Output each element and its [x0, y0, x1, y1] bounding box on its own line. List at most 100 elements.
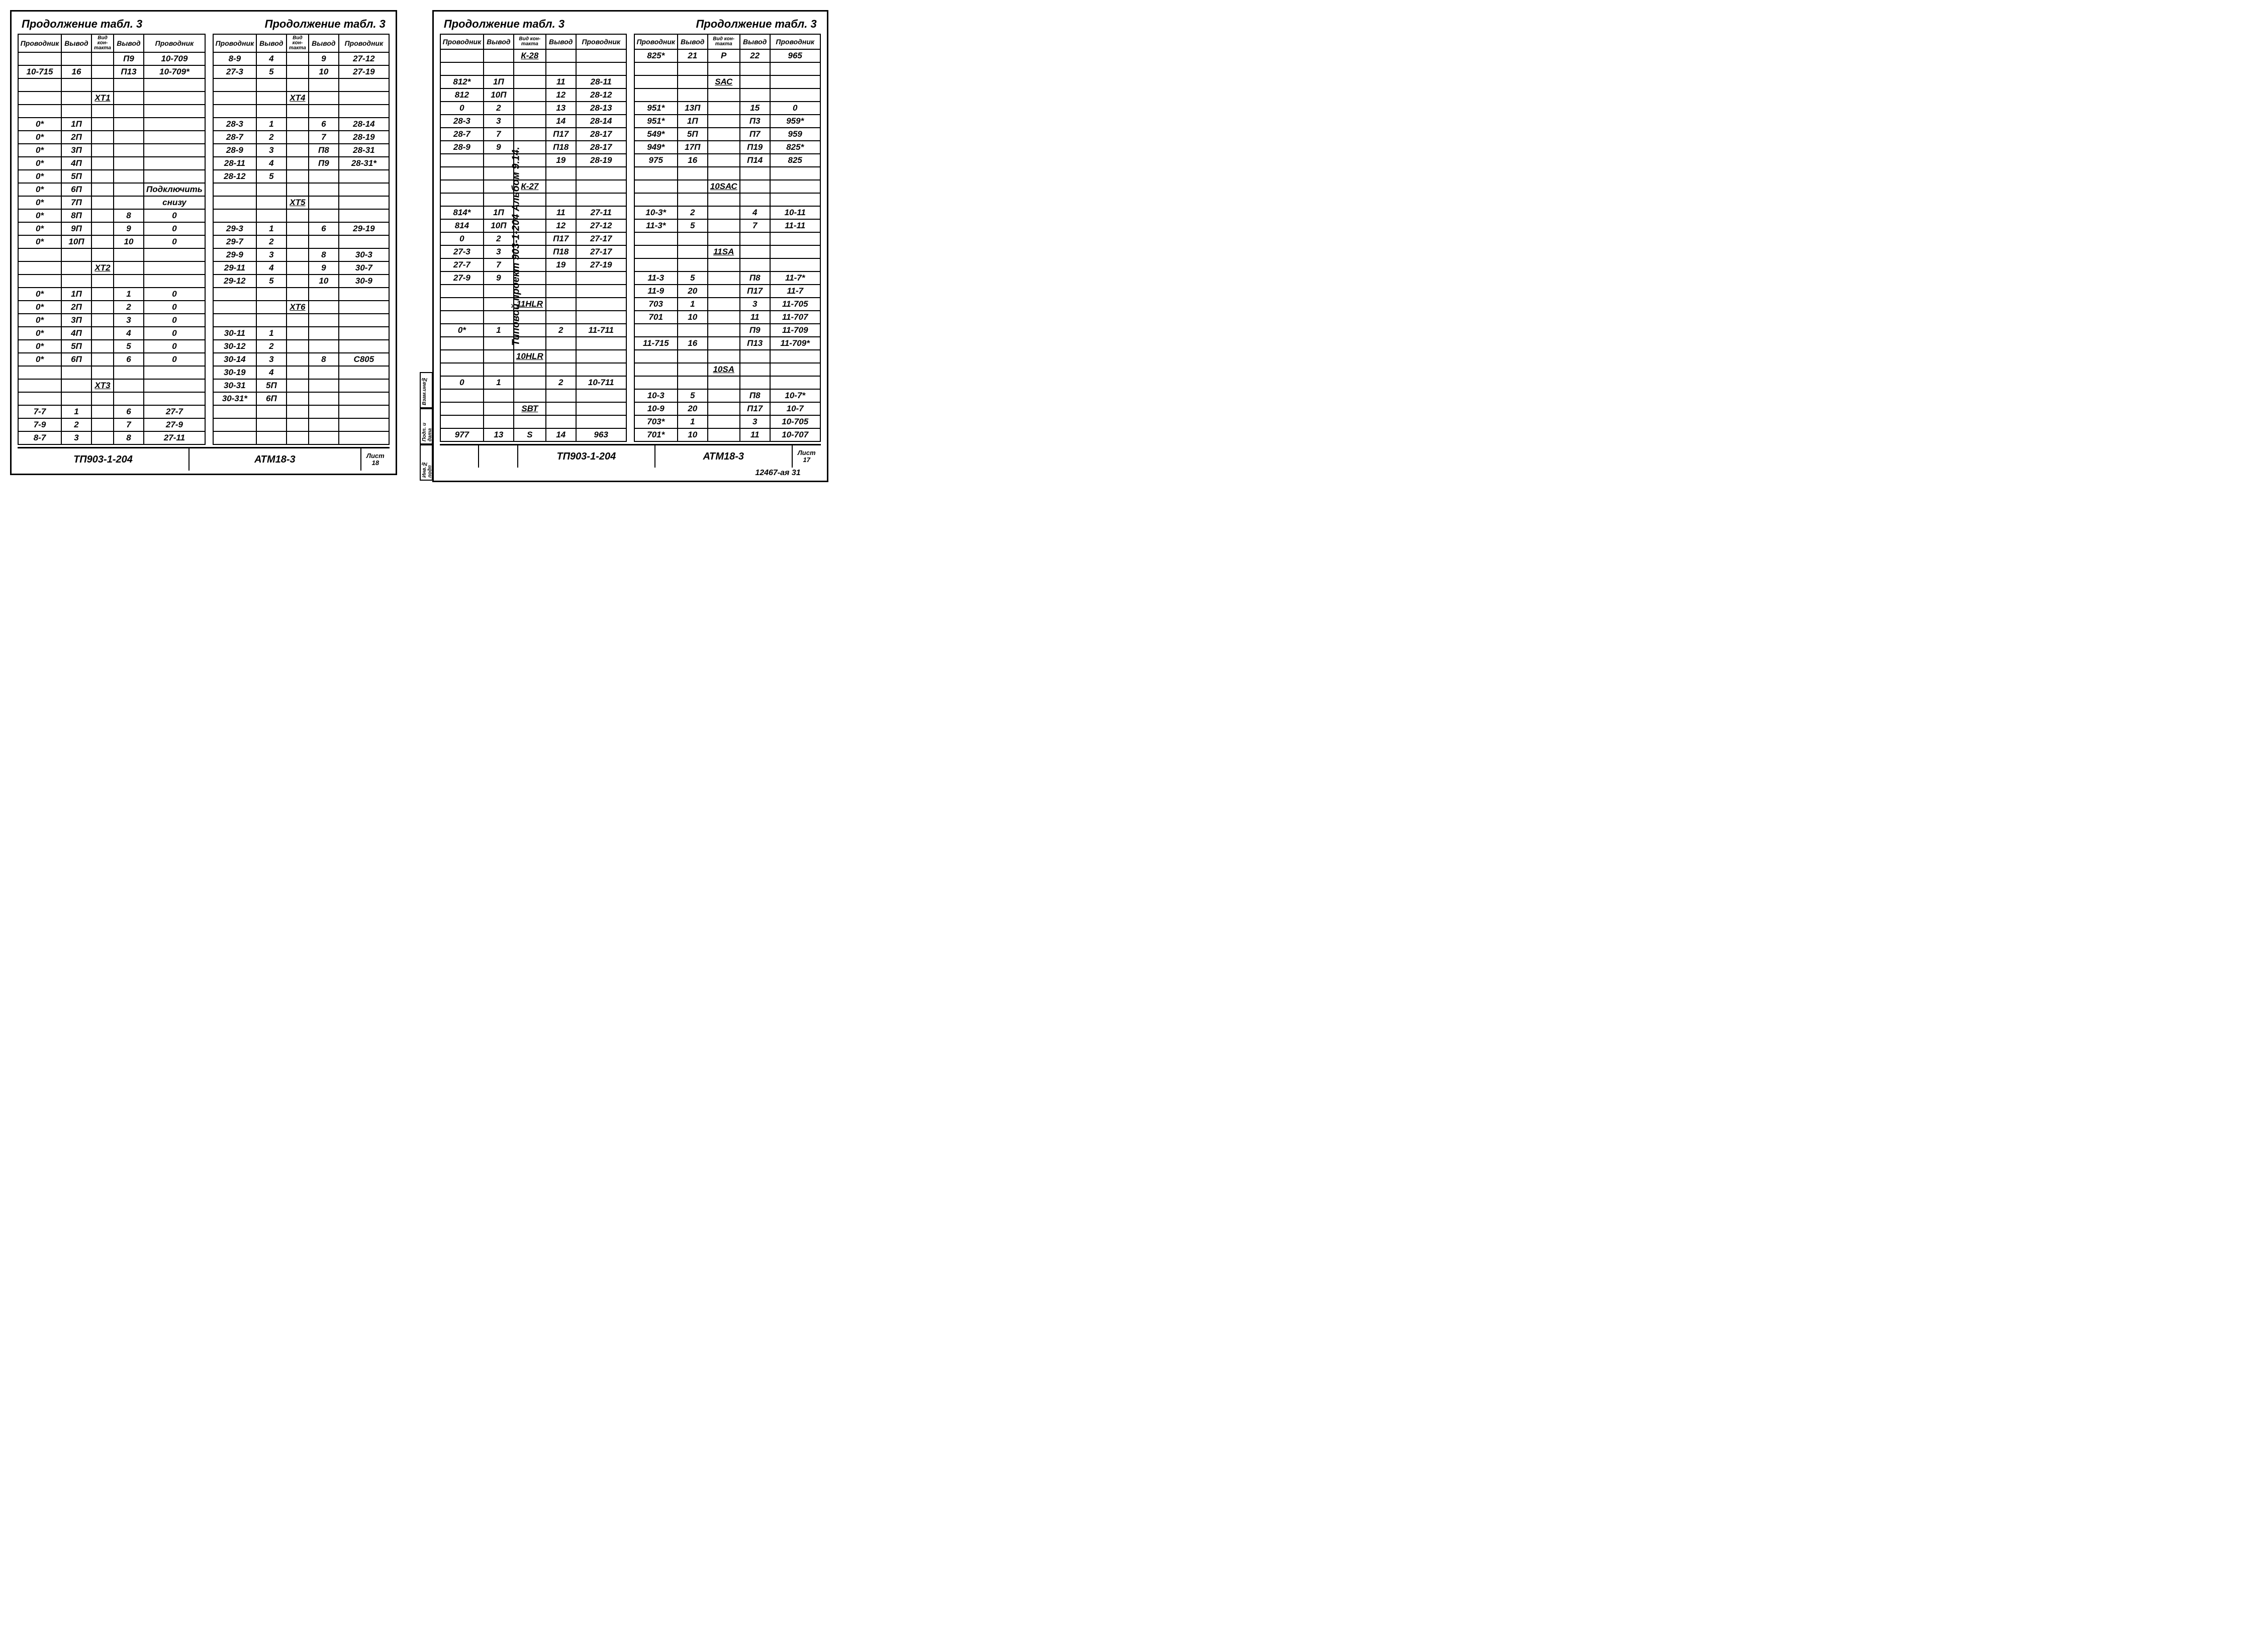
cell: [144, 118, 205, 131]
cell: [740, 180, 770, 193]
cell: [287, 183, 309, 196]
cell: 27-7: [440, 258, 484, 271]
cell: [678, 193, 708, 206]
cell: [440, 62, 484, 75]
table-row: 0*1П10: [18, 288, 205, 301]
cell: 29-9: [213, 248, 256, 261]
cell: [309, 170, 339, 183]
cell: [546, 180, 576, 193]
cell: [339, 92, 389, 105]
cell: 28-9: [213, 144, 256, 157]
table-row: 0*3П: [18, 144, 205, 157]
cell: 3: [740, 298, 770, 311]
cell: 22: [740, 49, 770, 62]
cell: 19: [546, 154, 576, 167]
cell: [287, 392, 309, 405]
table-row: 27-771927-19: [440, 258, 626, 271]
table-row: 0*9П90: [18, 222, 205, 235]
table-row: 29-1251030-9: [213, 275, 389, 288]
cell: [678, 62, 708, 75]
cell: 0*: [18, 340, 61, 353]
cell: [61, 92, 91, 105]
cell: П13: [114, 65, 144, 78]
cell: [576, 167, 626, 180]
cell: 0: [144, 327, 205, 340]
cell: [91, 157, 114, 170]
cell: [708, 167, 740, 180]
cell: [770, 376, 820, 389]
cell: 0*: [18, 314, 61, 327]
cell: [339, 209, 389, 222]
cell: [91, 183, 114, 196]
cell: [287, 52, 309, 65]
cell: [256, 183, 287, 196]
table-row: 0*6ППодключить: [18, 183, 205, 196]
cell: [546, 298, 576, 311]
cell: [678, 324, 708, 337]
cell: [114, 248, 144, 261]
cell: [770, 180, 820, 193]
table-row: [440, 415, 626, 428]
cell: [514, 415, 546, 428]
table-row: 0*3П30: [18, 314, 205, 327]
cell: ХТ3: [91, 379, 114, 392]
cell: 549*: [634, 128, 678, 141]
footer-left: ТП903-1-204 АТМ18-3 Лист 18: [18, 447, 390, 471]
table-row: ХТ3: [18, 379, 205, 392]
cell: 11-7*: [770, 271, 820, 285]
cell: [287, 209, 309, 222]
cell: 0: [440, 102, 484, 115]
cell: [256, 105, 287, 118]
cell: 5: [678, 389, 708, 402]
cell: 4: [740, 206, 770, 219]
cell: [287, 288, 309, 301]
cell: [440, 402, 484, 415]
cell: [708, 258, 740, 271]
cell: [91, 248, 114, 261]
cell: 4П: [61, 157, 91, 170]
cell: [576, 62, 626, 75]
cell: [546, 350, 576, 363]
cell: [213, 405, 256, 418]
cell: П8: [740, 389, 770, 402]
cell: [678, 245, 708, 258]
cell: [213, 301, 256, 314]
cell: [576, 285, 626, 298]
cell: [576, 389, 626, 402]
footer-doc: АТМ18-3: [190, 448, 361, 471]
cell: 8: [309, 248, 339, 261]
cell: 10-715: [18, 65, 61, 78]
cell: [309, 314, 339, 327]
table-row: 1928-19: [440, 154, 626, 167]
cell: [287, 105, 309, 118]
cell: [18, 105, 61, 118]
cell: [708, 337, 740, 350]
cell: [740, 232, 770, 245]
cell: [287, 65, 309, 78]
cell: 13: [546, 102, 576, 115]
table-row: 814*1П1127-11: [440, 206, 626, 219]
table-row: 10SАС: [634, 180, 820, 193]
cell: 29-11: [213, 261, 256, 275]
cell: [114, 92, 144, 105]
cell: [287, 157, 309, 170]
table-row: 7-92727-9: [18, 418, 205, 431]
cell: П18: [546, 141, 576, 154]
footer-blank1: [440, 445, 479, 468]
cell: [678, 350, 708, 363]
table-row: [213, 431, 389, 444]
cell: [770, 350, 820, 363]
table-row: 701101111-707: [634, 311, 820, 324]
cell: [339, 301, 389, 314]
cell: [213, 314, 256, 327]
cell: [708, 128, 740, 141]
cell: 14: [546, 115, 576, 128]
table-row: 10-920П1710-7: [634, 402, 820, 415]
cell: [61, 52, 91, 65]
cell: [770, 232, 820, 245]
cell: 30-9: [339, 275, 389, 288]
cell: [256, 301, 287, 314]
cell: 11-11: [770, 219, 820, 232]
cell: [91, 340, 114, 353]
cell: [114, 275, 144, 288]
